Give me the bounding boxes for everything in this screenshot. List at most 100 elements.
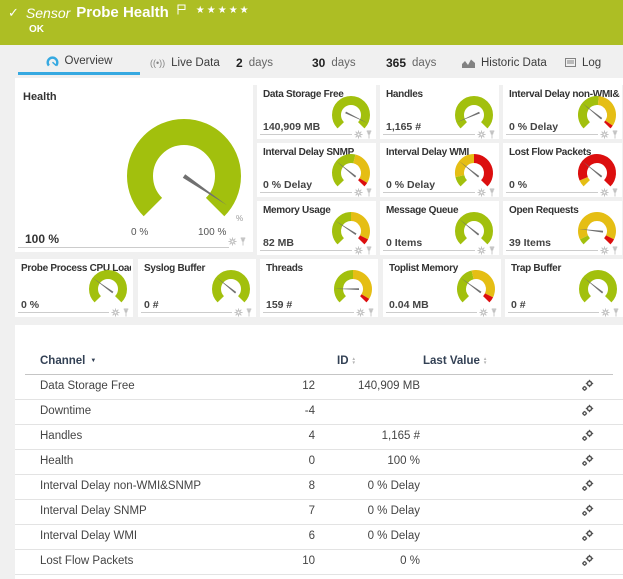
pin-icon[interactable] xyxy=(122,308,130,317)
tab-live-data[interactable]: ((•)) Live Data xyxy=(150,50,220,75)
tab-overview[interactable]: Overview xyxy=(18,50,140,75)
channel-id-cell: 4 xyxy=(308,430,315,442)
table-row[interactable]: Lost Flow Packets 10 0 % xyxy=(15,550,623,575)
column-header-id[interactable]: ID ▲ ▼ xyxy=(337,355,356,367)
gear-icon[interactable] xyxy=(354,246,363,255)
gauge-unit-label: % xyxy=(236,214,244,223)
channel-settings-icon[interactable] xyxy=(581,554,594,567)
pin-icon[interactable] xyxy=(611,246,619,255)
gauge-title: Probe Process CPU Load xyxy=(21,263,131,274)
tab-30-days[interactable]: 30 days xyxy=(312,50,356,75)
gauge xyxy=(455,212,493,245)
pin-icon[interactable] xyxy=(488,188,496,197)
gauge-panel: Toplist Memory 0.04 MB xyxy=(383,259,501,317)
tab-label: Live Data xyxy=(171,56,220,69)
sort-icon: ▲ ▼ xyxy=(482,356,488,365)
channel-settings-icon[interactable] xyxy=(581,529,594,542)
pin-icon[interactable] xyxy=(245,308,253,317)
gauge-panel: Memory Usage 82 MB xyxy=(257,201,376,255)
gauge-title: Syslog Buffer xyxy=(144,263,206,274)
column-label: Channel xyxy=(40,355,86,367)
gear-icon[interactable] xyxy=(479,308,488,317)
channel-settings-icon[interactable] xyxy=(581,429,594,442)
tab-label: days xyxy=(331,56,356,69)
gear-icon[interactable] xyxy=(356,308,365,317)
gauge-value: 39 Items xyxy=(509,237,552,249)
channel-settings-icon[interactable] xyxy=(581,504,594,517)
channel-settings-icon[interactable] xyxy=(581,454,594,467)
gear-icon[interactable] xyxy=(234,308,243,317)
tab-label: days xyxy=(248,56,273,69)
gauge xyxy=(579,270,617,303)
tab-365-days[interactable]: 365 days xyxy=(386,50,436,75)
gear-icon[interactable] xyxy=(601,308,610,317)
gauge-actions xyxy=(600,246,619,255)
gauge xyxy=(332,212,370,245)
priority-stars[interactable]: ★★★★★ xyxy=(195,5,251,16)
pin-icon[interactable] xyxy=(490,308,498,317)
table-row[interactable]: Interval Delay SNMP 7 0 % Delay xyxy=(15,500,623,525)
pin-icon[interactable] xyxy=(611,130,619,139)
gear-icon[interactable] xyxy=(228,237,237,246)
gauge xyxy=(578,154,616,187)
channel-last-value-cell: 0 % Delay xyxy=(367,480,420,492)
pin-icon[interactable] xyxy=(365,188,373,197)
table-row[interactable]: Downtime -4 xyxy=(15,400,623,425)
tab-number: 2 xyxy=(236,55,243,70)
gauge-title: Trap Buffer xyxy=(511,263,562,274)
gauge-value: 0.04 MB xyxy=(389,299,429,311)
gear-icon[interactable] xyxy=(600,130,609,139)
table-row[interactable]: Data Storage Free 12 140,909 MB xyxy=(15,375,623,400)
table-row[interactable]: Health 0 100 % xyxy=(15,450,623,475)
gear-icon[interactable] xyxy=(600,246,609,255)
gauge-title: Threads xyxy=(266,263,303,274)
gear-icon[interactable] xyxy=(111,308,120,317)
chart-icon xyxy=(462,58,475,68)
pin-icon[interactable] xyxy=(367,308,375,317)
channel-settings-icon[interactable] xyxy=(581,404,594,417)
gauge-actions xyxy=(600,130,619,139)
table-row[interactable]: Interval Delay WMI 6 0 % Delay xyxy=(15,525,623,550)
gauge-title: Handles xyxy=(386,89,423,100)
gear-icon[interactable] xyxy=(600,188,609,197)
tab-2-days[interactable]: 2 days xyxy=(236,50,273,75)
gear-icon[interactable] xyxy=(477,130,486,139)
channel-id-cell: 12 xyxy=(302,380,315,392)
gauge xyxy=(89,270,127,303)
gauge-value: 0 % Delay xyxy=(509,121,559,133)
channel-last-value-cell: 0 % Delay xyxy=(367,530,420,542)
gauge-title: Data Storage Free xyxy=(263,89,344,100)
gauge-actions xyxy=(479,308,498,317)
channel-settings-icon[interactable] xyxy=(581,479,594,492)
tab-label: Historic Data xyxy=(481,56,547,69)
gauge-needle xyxy=(459,219,480,236)
gauge-needle xyxy=(583,277,604,294)
channel-settings-icon[interactable] xyxy=(581,379,594,392)
gear-icon[interactable] xyxy=(354,130,363,139)
pin-icon[interactable] xyxy=(611,188,619,197)
tab-number: 30 xyxy=(312,55,326,70)
column-label: Last Value xyxy=(423,355,480,367)
gauge-needle xyxy=(345,111,369,124)
gauge xyxy=(578,96,616,129)
gear-icon[interactable] xyxy=(477,246,486,255)
table-row[interactable]: Handles 4 1,165 # xyxy=(15,425,623,450)
tab-log[interactable]: Log xyxy=(565,50,601,75)
gauge-actions xyxy=(111,308,130,317)
pin-icon[interactable] xyxy=(239,237,247,246)
pin-icon[interactable] xyxy=(365,130,373,139)
priority-flag-icon[interactable] xyxy=(177,4,186,15)
pin-icon[interactable] xyxy=(365,246,373,255)
table-row[interactable]: Interval Delay non-WMI&SNMP 8 0 % Delay xyxy=(15,475,623,500)
column-header-channel[interactable]: Channel ▼ xyxy=(40,355,96,367)
gauge-max-label: 100 % xyxy=(198,227,227,238)
pin-icon[interactable] xyxy=(488,246,496,255)
column-header-last-value[interactable]: Last Value ▲ ▼ xyxy=(423,355,487,367)
gear-icon[interactable] xyxy=(354,188,363,197)
pin-icon[interactable] xyxy=(488,130,496,139)
table-header: Channel ▼ ID ▲ ▼ Last Value ▲ ▼ xyxy=(15,351,623,375)
tab-historic-data[interactable]: Historic Data xyxy=(462,50,547,75)
gear-icon[interactable] xyxy=(477,188,486,197)
gauge-title: Toplist Memory xyxy=(389,263,458,274)
pin-icon[interactable] xyxy=(612,308,620,317)
